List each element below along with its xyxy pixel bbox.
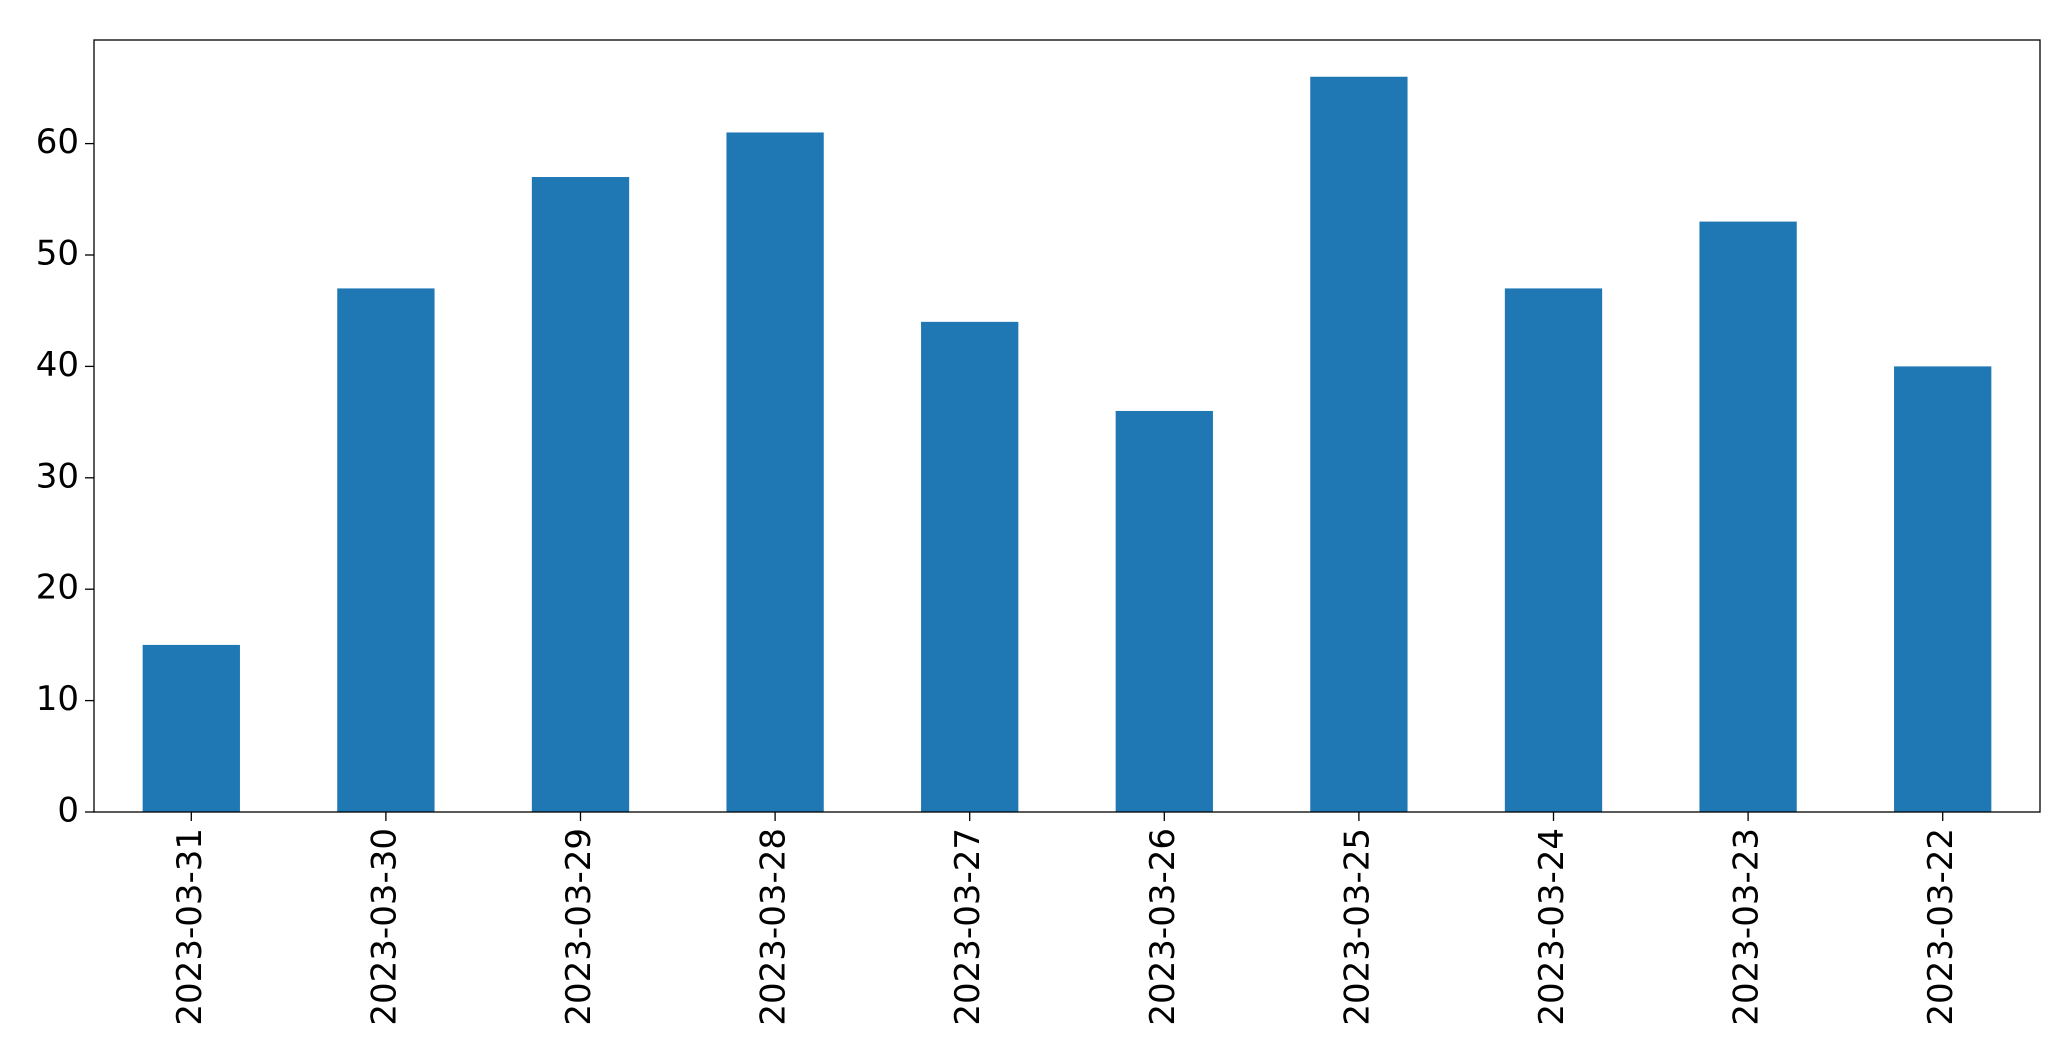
bar xyxy=(1310,76,1408,812)
y-tick-label: 20 xyxy=(36,568,79,608)
bar xyxy=(142,644,240,812)
x-tick-label: 2023-03-30 xyxy=(364,828,404,1026)
x-tick-label: 2023-03-27 xyxy=(948,828,988,1026)
y-tick-label: 0 xyxy=(57,791,79,831)
bar xyxy=(921,321,1019,812)
bar xyxy=(1894,366,1992,812)
y-tick-label: 10 xyxy=(36,679,79,719)
bar xyxy=(1699,221,1797,812)
y-tick-label: 50 xyxy=(36,234,79,274)
bar xyxy=(1504,288,1603,812)
x-tick-label: 2023-03-24 xyxy=(1532,828,1572,1026)
bar xyxy=(726,132,824,812)
x-tick-label: 2023-03-25 xyxy=(1337,828,1377,1026)
y-tick-label: 30 xyxy=(36,456,79,496)
plot-frame xyxy=(93,39,2041,813)
x-tick-label: 2023-03-26 xyxy=(1143,828,1183,1026)
x-tick-label: 2023-03-31 xyxy=(170,828,210,1026)
x-tick-label: 2023-03-29 xyxy=(559,828,599,1026)
x-tick-label: 2023-03-28 xyxy=(754,828,794,1026)
bar xyxy=(531,177,630,812)
x-tick-label: 2023-03-23 xyxy=(1727,828,1767,1026)
bar xyxy=(1115,410,1213,812)
bar xyxy=(337,288,435,812)
y-tick-label: 40 xyxy=(36,345,79,385)
y-tick-label: 60 xyxy=(36,122,79,162)
x-tick-label: 2023-03-22 xyxy=(1921,828,1961,1026)
